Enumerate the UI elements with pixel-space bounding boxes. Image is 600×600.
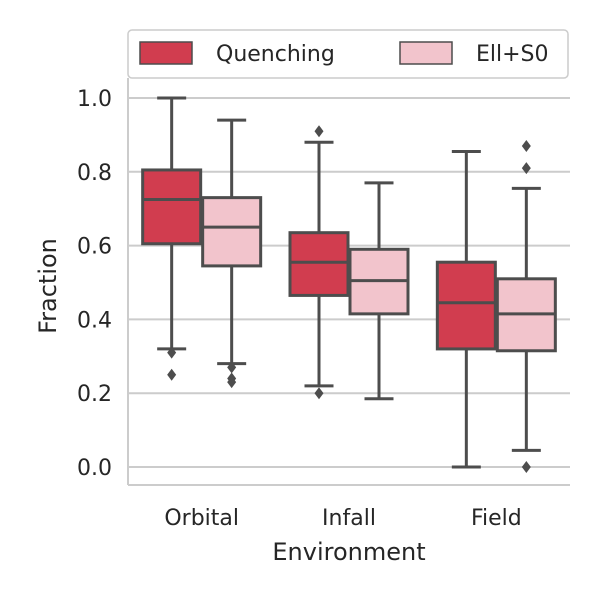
box-iqr [288,231,350,297]
box-ell-s0-field [495,139,557,473]
y-tick-label: 0.8 [77,161,112,186]
box-quenching-orbital [141,96,203,381]
outlier-point [521,139,531,152]
outlier-point [227,361,237,374]
x-tick-label: Orbital [164,506,239,531]
box-ell-s0-orbital [201,118,263,389]
legend-label-ell-s0: Ell+S0 [476,42,549,67]
x-tick-labels: Orbital Infall Field [164,506,521,531]
x-axis-label: Environment [272,538,425,566]
x-tick-label: Infall [322,506,376,531]
legend-swatch-quenching [139,41,193,65]
outlier-point [167,346,177,359]
outlier-point [314,387,324,400]
y-tick-label: 0.0 [77,456,112,481]
box-quenching-infall [288,125,350,400]
outlier-point [521,461,531,473]
legend-swatch-ell-s0 [399,41,453,65]
y-tick-labels: 0.0 0.2 0.4 0.6 0.8 1.0 [77,87,112,481]
y-tick-label: 0.6 [77,235,112,260]
axes [127,78,570,486]
boxes [141,96,557,473]
outlier-point [314,125,324,138]
box-iqr [435,260,497,351]
y-tick-label: 1.0 [77,87,112,112]
y-tick-label: 0.4 [77,308,112,333]
legend-label-quenching: Quenching [216,42,335,67]
legend: Quenching Ell+S0 [127,29,569,79]
box-ell-s0-infall [348,181,410,401]
box-quenching-field [435,150,497,469]
outlier-point [227,376,237,389]
box-iqr [201,196,263,268]
y-axis-label: Fraction [34,238,62,334]
x-tick-label: Field [471,506,522,531]
legend-frame [127,29,569,79]
box-iqr [141,168,203,246]
outlier-point [521,162,531,175]
y-tick-label: 0.2 [77,382,112,407]
outlier-point [167,368,177,381]
